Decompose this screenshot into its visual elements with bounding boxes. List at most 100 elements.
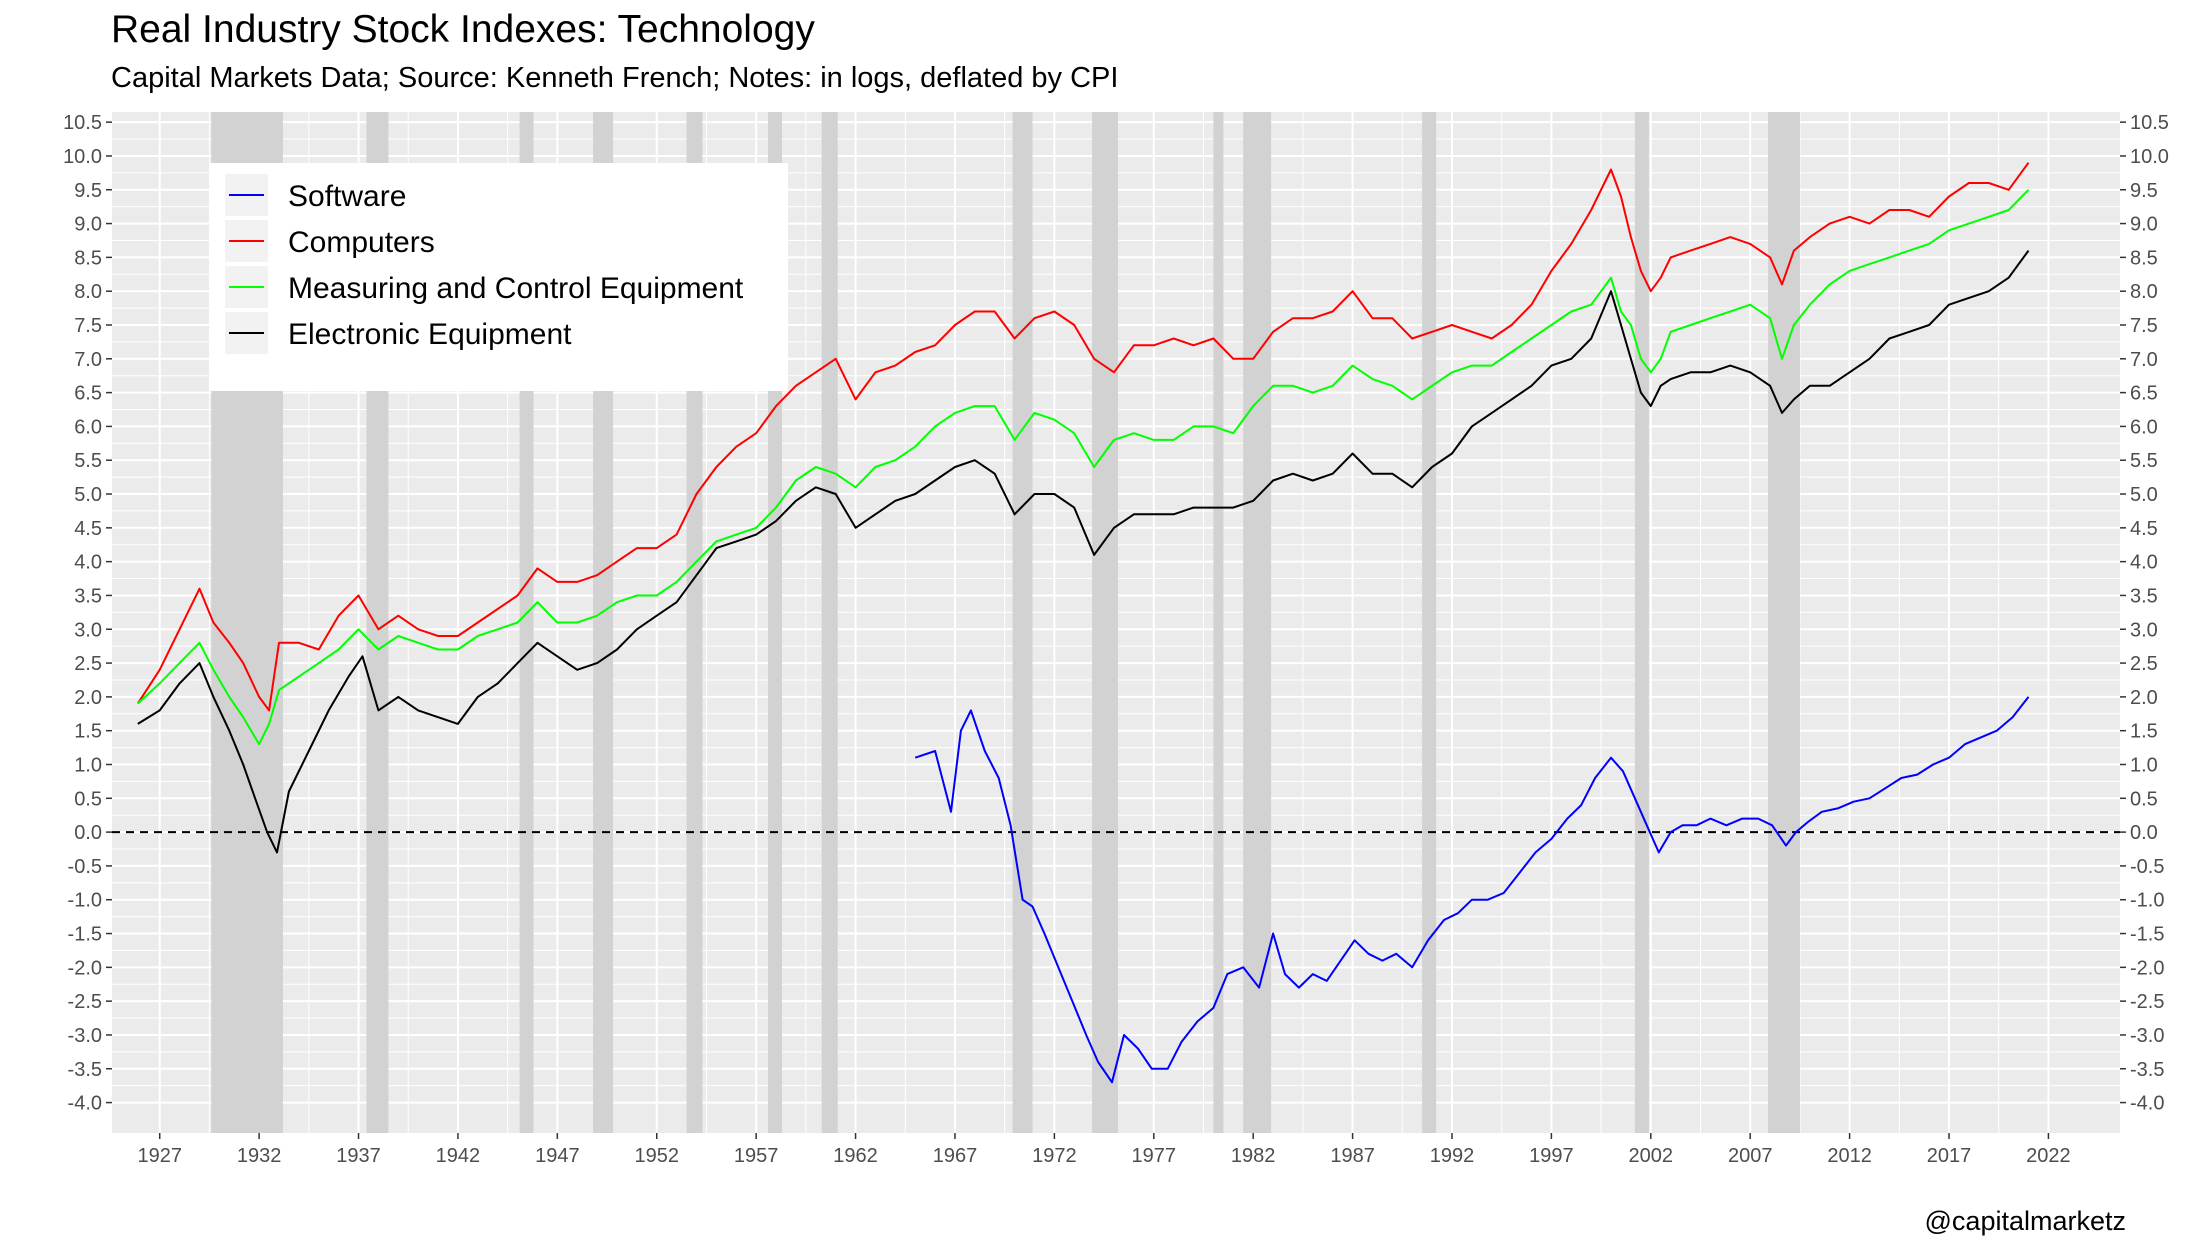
- legend-box: [210, 163, 788, 391]
- y-tick-label-right: -1.5: [2130, 924, 2164, 946]
- y-tick-label-right: -2.5: [2130, 991, 2164, 1013]
- y-tick-label-left: 8.0: [74, 281, 102, 303]
- y-tick-label-left: -3.0: [68, 1025, 102, 1047]
- y-tick-label-right: 1.0: [2130, 754, 2158, 776]
- x-tick-label: 1927: [137, 1145, 182, 1167]
- y-tick-label-right: 8.5: [2130, 247, 2158, 269]
- x-tick-label: 1987: [1330, 1145, 1375, 1167]
- x-tick-label: 1992: [1430, 1145, 1475, 1167]
- y-tick-label-left: 3.5: [74, 585, 102, 607]
- x-tick-label: 1997: [1529, 1145, 1574, 1167]
- x-tick-label: 2022: [2026, 1145, 2071, 1167]
- y-tick-label-left: 10.0: [63, 146, 102, 168]
- series-line-computers: [136, 162, 2030, 712]
- chart-title: Real Industry Stock Indexes: Technology: [111, 8, 815, 51]
- y-tick-label-left: 4.5: [74, 518, 102, 540]
- series-lines: [136, 162, 2030, 1084]
- legend-label: Measuring and Control Equipment: [288, 272, 744, 305]
- legend-label: Electronic Equipment: [288, 318, 572, 351]
- recession-band-shade: [1768, 112, 1800, 1133]
- recession-band-shade: [1092, 112, 1118, 1133]
- x-tick-label: 1947: [535, 1145, 580, 1167]
- y-tick-label-left: 9.5: [74, 180, 102, 202]
- y-tick-label-left: 7.0: [74, 349, 102, 371]
- y-tick-label-right: 1.5: [2130, 721, 2158, 743]
- x-tick-label: 1982: [1231, 1145, 1276, 1167]
- y-tick-label-left: -2.0: [68, 957, 102, 979]
- y-tick-label-right: 9.5: [2130, 180, 2158, 202]
- recession-band-shade: [1422, 112, 1437, 1133]
- y-tick-label-left: 7.5: [74, 315, 102, 337]
- y-tick-label-left: 6.5: [74, 383, 102, 405]
- y-tick-label-left: 0.0: [74, 822, 102, 844]
- x-tick-label: 1967: [933, 1145, 978, 1167]
- series-line-electronic-equipment: [137, 250, 2030, 854]
- y-tick-label-left: 5.5: [74, 450, 102, 472]
- recession-band-shade: [1243, 112, 1272, 1133]
- y-tick-label-right: 6.5: [2130, 383, 2158, 405]
- x-tick-label: 1932: [237, 1145, 282, 1167]
- y-tick-label-left: 4.0: [74, 552, 102, 574]
- x-tick-label: 1937: [336, 1145, 381, 1167]
- x-tick-label: 1962: [833, 1145, 878, 1167]
- y-tick-label-left: -0.5: [68, 856, 102, 878]
- y-tick-label-right: 7.5: [2130, 315, 2158, 337]
- legend-label: Software: [288, 180, 406, 213]
- y-tick-label-left: -1.0: [68, 890, 102, 912]
- x-tick-label: 2002: [1629, 1145, 1674, 1167]
- chart-subtitle: Capital Markets Data; Source: Kenneth Fr…: [111, 62, 1119, 94]
- y-tick-label-left: -1.5: [68, 924, 102, 946]
- x-tick-label: 1972: [1032, 1145, 1077, 1167]
- series-line-measuring-and-control-equipment: [137, 189, 2030, 746]
- x-tick-label: 2012: [1827, 1145, 1872, 1167]
- y-tick-label-left: 1.0: [74, 754, 102, 776]
- y-tick-label-right: -3.0: [2130, 1025, 2164, 1047]
- y-tick-label-left: 2.5: [74, 653, 102, 675]
- chart-caption: @capitalmarketz: [1924, 1206, 2126, 1236]
- y-tick-label-left: 8.5: [74, 247, 102, 269]
- y-tick-label-right: 3.5: [2130, 585, 2158, 607]
- y-tick-label-right: 2.5: [2130, 653, 2158, 675]
- y-tick-label-right: -4.0: [2130, 1093, 2164, 1115]
- y-tick-label-right: 0.0: [2130, 822, 2158, 844]
- y-tick-label-left: 0.5: [74, 788, 102, 810]
- series-line-software: [914, 696, 2030, 1084]
- axes: -4.0 -4.0 -3.5 -3.5 -3.0 -3.0 -2.5 -2.5 -2.0 -2.0…: [63, 112, 2169, 1167]
- y-tick-label-right: 0.5: [2130, 788, 2158, 810]
- y-tick-label-right: 5.5: [2130, 450, 2158, 472]
- x-tick-label: 2007: [1728, 1145, 1773, 1167]
- x-tick-label: 1942: [436, 1145, 481, 1167]
- x-tick-label: 1952: [634, 1145, 679, 1167]
- y-tick-label-right: 8.0: [2130, 281, 2158, 303]
- y-tick-label-right: -3.5: [2130, 1059, 2164, 1081]
- y-tick-label-right: 2.0: [2130, 687, 2158, 709]
- y-tick-label-right: 5.0: [2130, 484, 2158, 506]
- recession-band-shade: [1634, 112, 1649, 1133]
- recession-band-shade: [1012, 112, 1033, 1133]
- x-tick-label: 1957: [734, 1145, 779, 1167]
- y-tick-label-left: 10.5: [63, 112, 102, 134]
- legend-label: Computers: [288, 226, 435, 259]
- y-tick-label-left: -4.0: [68, 1093, 102, 1115]
- x-tick-label: 2017: [1927, 1145, 1972, 1167]
- y-tick-label-right: -0.5: [2130, 856, 2164, 878]
- y-tick-label-right: 3.0: [2130, 619, 2158, 641]
- legend: Software Computers Measuring and Control E…: [210, 163, 788, 391]
- y-tick-label-left: 3.0: [74, 619, 102, 641]
- recession-band-shade: [1213, 112, 1224, 1133]
- y-tick-label-left: -2.5: [68, 991, 102, 1013]
- y-tick-label-right: 10.0: [2130, 146, 2169, 168]
- x-tick-label: 1977: [1132, 1145, 1177, 1167]
- y-tick-label-left: 6.0: [74, 416, 102, 438]
- y-tick-label-left: 2.0: [74, 687, 102, 709]
- y-tick-label-left: 5.0: [74, 484, 102, 506]
- recession-band-shade: [821, 112, 838, 1133]
- y-tick-label-left: 9.0: [74, 214, 102, 236]
- y-tick-label-left: 1.5: [74, 721, 102, 743]
- y-tick-label-right: 7.0: [2130, 349, 2158, 371]
- y-tick-label-right: -2.0: [2130, 957, 2164, 979]
- y-tick-label-left: -3.5: [68, 1059, 102, 1081]
- y-tick-label-right: 4.5: [2130, 518, 2158, 540]
- y-tick-label-right: 4.0: [2130, 552, 2158, 574]
